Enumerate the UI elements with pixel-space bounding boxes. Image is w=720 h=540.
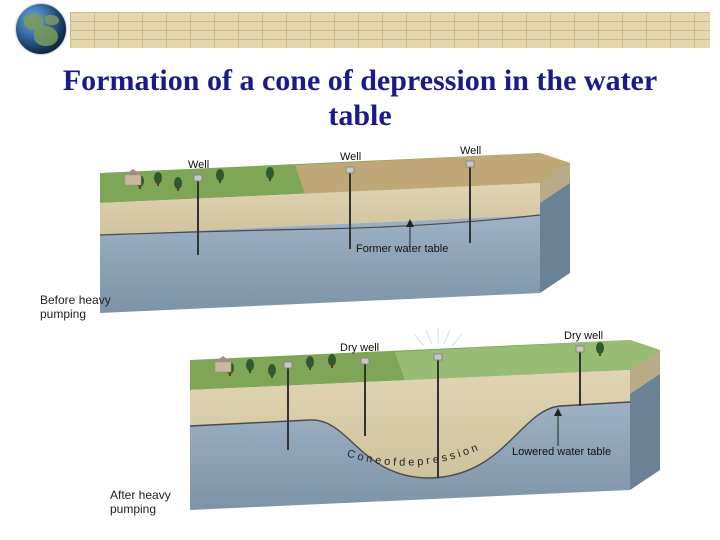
well-label-1c: Well: [460, 145, 481, 157]
well-label-1b: Well: [340, 151, 361, 163]
page-title: Formation of a cone of depression in the…: [0, 64, 720, 133]
caption-after: After heavy pumping: [110, 488, 171, 517]
header-map-grid: [70, 12, 710, 48]
diagram-stage: Well Well Well Former water table Before…: [0, 133, 720, 535]
panel-before-svg: [70, 145, 570, 315]
panel-after-svg: C o n e o f d e p r e s s i o n: [160, 328, 660, 518]
dry-well-label-2: Dry well: [564, 330, 603, 342]
lowered-water-table-label: Lowered water table: [512, 446, 611, 458]
panel-after: C o n e o f d e p r e s s i o n Dry well…: [160, 328, 660, 518]
dry-well-label-1: Dry well: [340, 342, 379, 354]
header-band: [0, 0, 720, 60]
caption-before: Before heavy pumping: [40, 293, 111, 322]
well-label-1a: Well: [188, 159, 209, 171]
globe-icon: [16, 4, 66, 54]
former-water-table-label: Former water table: [356, 243, 448, 255]
panel-before: Well Well Well Former water table: [70, 145, 570, 315]
